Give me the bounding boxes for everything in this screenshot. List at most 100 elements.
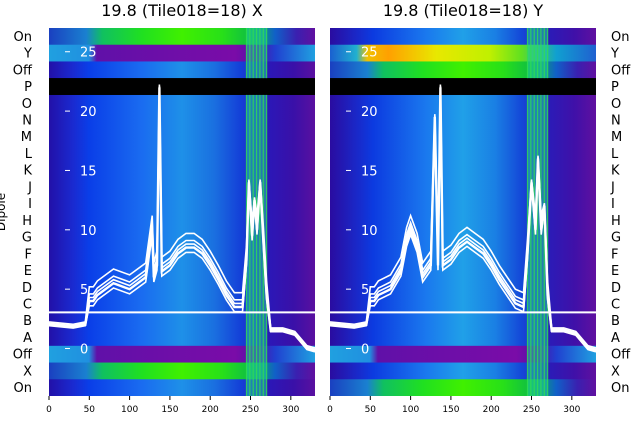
x-tick-label: 50 — [84, 405, 96, 415]
spectrum-line — [330, 88, 596, 353]
heatmap-row — [330, 195, 596, 213]
x-tick-label: 100 — [402, 405, 419, 415]
row-label: N — [22, 114, 32, 129]
overlay-tick-label: 20 — [361, 105, 378, 120]
row-label: On — [611, 30, 629, 45]
heatmap-row — [49, 262, 315, 280]
heatmap-row — [49, 362, 315, 380]
plot-area — [330, 28, 596, 396]
row-label: M — [611, 130, 622, 145]
overlay-tick-label: 10 — [80, 224, 97, 239]
row-label: E — [611, 264, 619, 279]
row-label: On — [14, 381, 32, 396]
row-label: L — [611, 147, 619, 162]
row-label: J — [27, 180, 32, 195]
row-label: I — [28, 197, 32, 212]
heatmap-row — [330, 379, 596, 396]
row-label: On — [14, 30, 32, 45]
row-label: P — [24, 80, 32, 95]
row-label: C — [23, 298, 32, 313]
row-label: Off — [611, 63, 631, 78]
x-tick-label: 200 — [483, 405, 500, 415]
heatmap-row — [330, 128, 596, 146]
overlay-tick-label: 15 — [361, 164, 378, 179]
heatmap-row — [330, 245, 596, 263]
row-label: I — [611, 197, 615, 212]
row-label: X — [23, 364, 32, 379]
x-tick-label: 100 — [121, 405, 138, 415]
row-label: Off — [13, 348, 33, 363]
row-label: H — [611, 214, 621, 229]
overlay-tick-label: 15 — [80, 164, 97, 179]
panel-title: 19.8 (Tile018=18) X — [101, 1, 263, 20]
heatmap-row — [330, 28, 596, 46]
overlay-tick-label: 0 — [361, 343, 369, 358]
heatmap-row — [49, 178, 315, 196]
heatmap-row — [49, 128, 315, 146]
heatmap-row — [49, 312, 315, 330]
overlay-tick-label: 20 — [80, 105, 97, 120]
overlay-tick-label: 25 — [361, 46, 378, 61]
overlay-tick-label: 25 — [80, 46, 97, 61]
row-label: Off — [611, 348, 631, 363]
x-tick-label: 150 — [161, 405, 178, 415]
heatmap-row — [330, 178, 596, 196]
heatmap-row — [49, 245, 315, 263]
spectrum-line — [49, 84, 315, 349]
row-label: O — [22, 97, 32, 112]
row-label: Y — [23, 47, 32, 62]
heatmap-row — [330, 312, 596, 330]
row-label: A — [23, 331, 32, 346]
row-label: H — [22, 214, 32, 229]
row-label: D — [611, 281, 621, 296]
row-label: E — [24, 264, 32, 279]
heatmap-row — [330, 145, 596, 163]
black-row — [330, 78, 596, 95]
heatmap-row — [49, 61, 315, 79]
x-tick-label: 200 — [202, 405, 219, 415]
row-label: K — [23, 164, 32, 179]
row-label: K — [611, 164, 620, 179]
overlay-tick-label: 0 — [80, 343, 88, 358]
x-tick-label: 300 — [563, 405, 580, 415]
row-label: L — [25, 147, 33, 162]
heatmap-row — [330, 61, 596, 79]
row-label: F — [25, 247, 32, 262]
panel-x: 19.8 (Tile018=18) X0510152025OnYOffPONML… — [0, 1, 315, 415]
overlay-tick-label: 10 — [361, 224, 378, 239]
row-label: F — [611, 247, 618, 262]
row-label: Off — [13, 63, 33, 78]
row-label: B — [23, 314, 32, 329]
x-tick-label: 250 — [523, 405, 540, 415]
row-label: Y — [610, 47, 619, 62]
x-tick-label: 50 — [365, 405, 377, 415]
spectrum-line — [330, 84, 596, 349]
row-label: A — [611, 331, 620, 346]
heatmap-row — [49, 379, 315, 396]
row-label: B — [611, 314, 620, 329]
row-label: On — [611, 381, 629, 396]
row-label: N — [611, 114, 621, 129]
row-label: P — [611, 80, 619, 95]
heatmap-row — [49, 345, 315, 364]
row-label: X — [611, 364, 620, 379]
row-label: G — [611, 231, 621, 246]
heatmap-row — [49, 28, 315, 46]
row-label: M — [21, 130, 32, 145]
x-tick-label: 0 — [46, 405, 52, 415]
heatmap-row — [49, 145, 315, 163]
row-label: G — [22, 231, 32, 246]
panel-y: 19.8 (Tile018=18) Y0510152025OnYOffPONML… — [327, 1, 631, 415]
heatmap-row — [330, 262, 596, 280]
row-label: D — [22, 281, 32, 296]
y-axis-label: Dipole — [0, 193, 8, 231]
x-tick-label: 150 — [442, 405, 459, 415]
heatmap-row — [330, 362, 596, 380]
x-tick-label: 250 — [242, 405, 259, 415]
plot-area — [49, 28, 315, 396]
panel-title: 19.8 (Tile018=18) Y — [383, 1, 544, 20]
overlay-tick-label: 5 — [361, 283, 369, 298]
black-row — [49, 78, 315, 95]
heatmap-row — [49, 195, 315, 213]
